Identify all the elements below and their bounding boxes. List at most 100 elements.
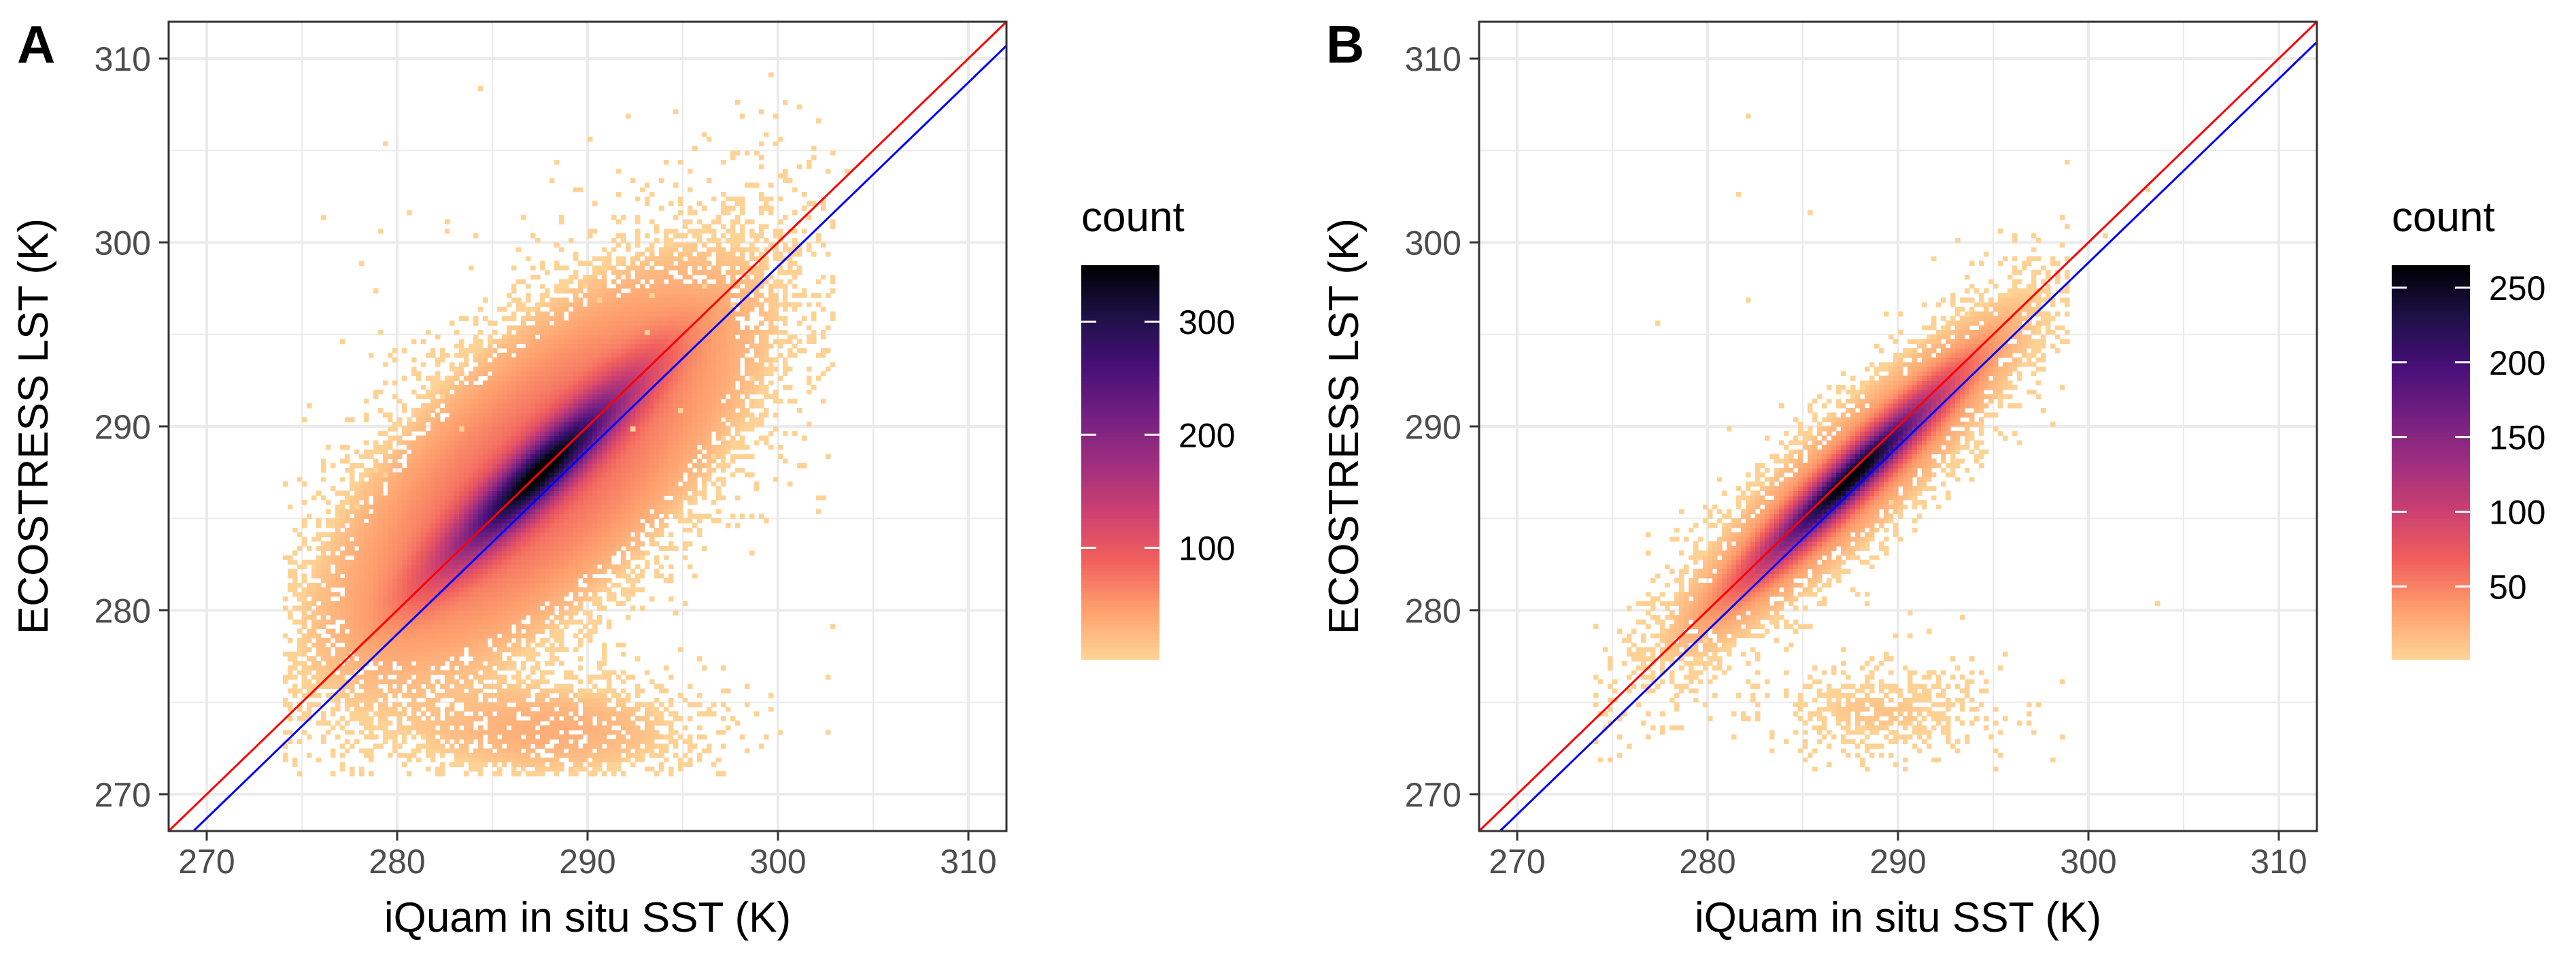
heatmap-cell: [497, 739, 503, 745]
heatmap-cell: [554, 352, 560, 358]
heatmap-cell: [611, 766, 617, 772]
heatmap-cell: [573, 587, 579, 592]
heatmap-cell: [526, 509, 531, 514]
heatmap-cell: [350, 560, 355, 565]
heatmap-cell: [516, 624, 522, 629]
heatmap-cell: [402, 509, 407, 514]
heatmap-cell: [288, 656, 293, 662]
heatmap-cell: [445, 449, 450, 455]
heatmap-cell: [502, 545, 507, 552]
heatmap-cell: [554, 467, 560, 473]
heatmap-cell: [411, 339, 417, 344]
heatmap-cell: [292, 592, 298, 597]
heatmap-cell: [535, 385, 541, 390]
heatmap-cell: [540, 545, 545, 552]
heatmap-cell: [573, 592, 579, 597]
heatmap-cell: [307, 679, 312, 685]
heatmap-cell: [350, 582, 355, 588]
heatmap-cell: [549, 513, 555, 519]
heatmap-cell: [335, 504, 341, 510]
heatmap-cell: [459, 628, 464, 634]
heatmap-cell: [459, 757, 464, 763]
heatmap-cell: [478, 458, 484, 464]
heatmap-cell: [321, 592, 326, 597]
heatmap-cell: [435, 642, 441, 648]
heatmap-cell: [611, 352, 617, 358]
heatmap-cell: [454, 670, 460, 675]
heatmap-cell: [459, 610, 464, 615]
heatmap-cell: [535, 445, 541, 450]
heatmap-cell: [430, 624, 436, 629]
heatmap-cell: [473, 610, 479, 615]
heatmap-cell: [392, 426, 398, 432]
heatmap-cell: [540, 600, 545, 607]
heatmap-cell: [450, 518, 455, 524]
heatmap-cell: [473, 638, 479, 643]
heatmap-cell: [421, 725, 426, 730]
heatmap-cell: [369, 697, 374, 703]
heatmap-cell: [402, 651, 407, 657]
heatmap-cell: [569, 490, 574, 496]
heatmap-cell: [397, 587, 403, 592]
heatmap-cell: [478, 560, 484, 565]
heatmap-cell: [535, 320, 541, 326]
heatmap-cell: [478, 688, 484, 694]
heatmap-cell: [492, 504, 498, 510]
heatmap-cell: [292, 693, 298, 698]
heatmap-cell: [583, 592, 588, 597]
heatmap-cell: [345, 569, 350, 574]
heatmap-cell: [497, 651, 503, 657]
heatmap-cell: [430, 633, 436, 639]
heatmap-cell: [521, 605, 526, 611]
heatmap-cell: [516, 504, 522, 510]
heatmap-cell: [497, 523, 503, 528]
heatmap-cell: [554, 596, 560, 602]
heatmap-cell: [602, 458, 607, 464]
heatmap-cell: [445, 578, 450, 583]
heatmap-cell: [559, 380, 564, 386]
heatmap-cell: [450, 422, 455, 427]
heatmap-cell: [535, 486, 541, 492]
heatmap-cell: [369, 675, 374, 680]
heatmap-cell: [569, 334, 574, 340]
heatmap-cell: [397, 620, 403, 625]
heatmap-cell: [483, 537, 488, 542]
heatmap-cell: [554, 683, 560, 689]
heatmap-cell: [350, 532, 355, 537]
heatmap-cell: [473, 748, 479, 754]
heatmap-cell: [421, 569, 426, 574]
heatmap-cell: [478, 615, 484, 620]
heatmap-cell: [473, 753, 479, 758]
heatmap-cell: [369, 532, 374, 537]
heatmap-cell: [611, 739, 617, 745]
heatmap-cell: [549, 725, 555, 730]
heatmap-cell: [483, 389, 488, 395]
heatmap-cell: [288, 615, 293, 620]
heatmap-cell: [454, 683, 460, 689]
heatmap-cell: [369, 504, 374, 510]
heatmap-cell: [578, 490, 583, 496]
heatmap-cell: [607, 683, 612, 689]
heatmap-cell: [407, 582, 412, 588]
heatmap-cell: [497, 743, 503, 749]
heatmap-cell: [583, 711, 588, 717]
heatmap-cell: [440, 615, 445, 620]
heatmap-cell: [511, 430, 517, 437]
heatmap-cell: [464, 545, 469, 552]
heatmap-cell: [369, 670, 374, 675]
heatmap-cell: [292, 675, 298, 680]
heatmap-cell: [592, 302, 598, 307]
heatmap-cell: [535, 394, 541, 399]
heatmap-cell: [383, 711, 388, 717]
heatmap-cell: [321, 495, 326, 501]
heatmap-cell: [602, 509, 607, 514]
heatmap-cell: [583, 371, 588, 377]
heatmap-cell: [530, 550, 536, 556]
heatmap-cell: [421, 477, 426, 482]
heatmap-cell: [516, 638, 522, 643]
heatmap-cell: [421, 422, 426, 427]
heatmap-cell: [559, 288, 564, 294]
heatmap-cell: [459, 665, 464, 671]
heatmap-cell: [521, 596, 526, 602]
heatmap-cell: [340, 490, 345, 496]
